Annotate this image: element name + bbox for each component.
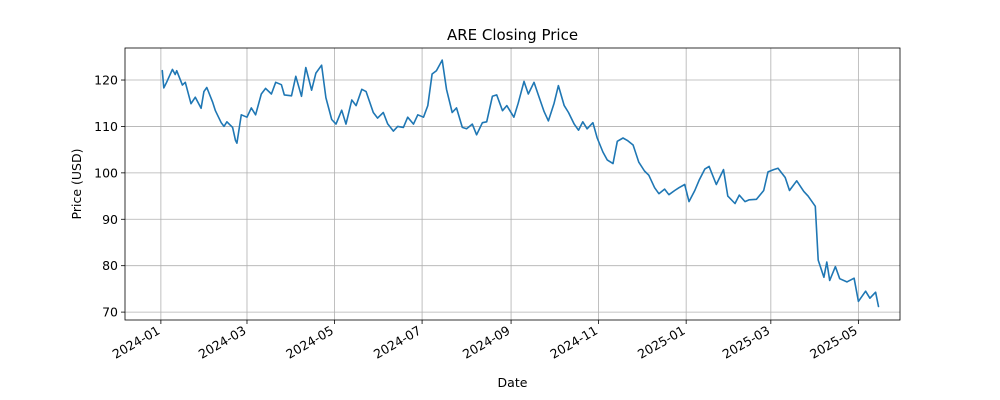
y-tick-label: 110	[94, 119, 118, 134]
x-axis-label: Date	[498, 375, 528, 390]
y-tick-label: 100	[94, 165, 118, 180]
plot-frame	[124, 47, 901, 321]
y-axis: 70 80 90 100 110 120	[94, 73, 125, 320]
y-tick-label: 90	[102, 212, 118, 227]
y-axis-label: Price (USD)	[69, 149, 84, 220]
chart-title: ARE Closing Price	[447, 26, 578, 44]
y-tick-label: 120	[94, 73, 118, 88]
price-series-line	[161, 59, 880, 308]
y-tick-label: 80	[102, 258, 118, 273]
y-tick-label: 70	[102, 305, 118, 320]
grid	[125, 48, 900, 320]
